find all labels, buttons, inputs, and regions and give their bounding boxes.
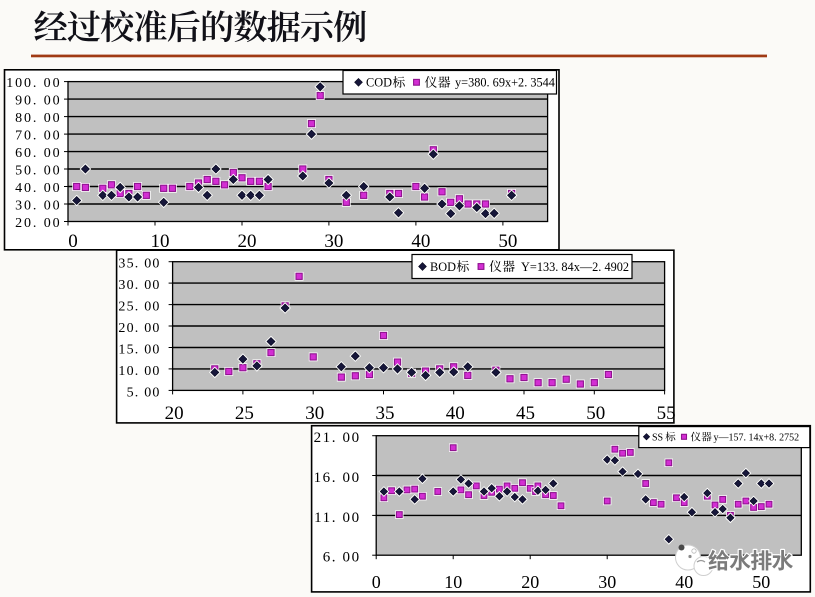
svg-text:BOD: BOD — [430, 260, 456, 274]
svg-text:y=380. 69x+2. 3544: y=380. 69x+2. 3544 — [455, 76, 555, 90]
svg-text:20: 20 — [165, 403, 184, 424]
svg-text:80. 00: 80. 00 — [15, 111, 61, 126]
svg-text:0: 0 — [68, 231, 78, 252]
svg-text:55: 55 — [657, 403, 676, 424]
svg-text:70. 00: 70. 00 — [15, 128, 61, 143]
svg-text:40. 00: 40. 00 — [15, 181, 61, 196]
svg-text:y—157. 14x+8. 2752: y—157. 14x+8. 2752 — [714, 432, 800, 443]
svg-text:50: 50 — [498, 231, 517, 252]
svg-text:20. 00: 20. 00 — [15, 216, 61, 231]
svg-text:20. 00: 20. 00 — [118, 321, 160, 336]
svg-text:20: 20 — [521, 572, 539, 592]
svg-text:SS: SS — [652, 432, 663, 443]
svg-text:50. 00: 50. 00 — [15, 163, 61, 178]
svg-text:15. 00: 15. 00 — [118, 343, 160, 358]
svg-text:100. 00: 100. 00 — [6, 76, 61, 91]
svg-text:30. 00: 30. 00 — [15, 198, 61, 213]
svg-text:11. 00: 11. 00 — [314, 510, 361, 526]
svg-text:COD: COD — [366, 76, 392, 90]
svg-text:30: 30 — [305, 403, 324, 424]
svg-text:16. 00: 16. 00 — [314, 470, 361, 486]
svg-text:35: 35 — [376, 403, 395, 424]
svg-text:6. 00: 6. 00 — [323, 550, 361, 566]
svg-text:45: 45 — [516, 403, 535, 424]
svg-text:50: 50 — [752, 572, 770, 592]
svg-text:10: 10 — [151, 231, 170, 252]
svg-text:40: 40 — [446, 403, 465, 424]
svg-text:60. 00: 60. 00 — [15, 146, 61, 161]
svg-text:40: 40 — [675, 572, 693, 592]
svg-text:90. 00: 90. 00 — [15, 93, 61, 108]
svg-text:35. 00: 35. 00 — [118, 257, 160, 272]
svg-text:30: 30 — [598, 572, 616, 592]
svg-text:40: 40 — [411, 231, 430, 252]
svg-text:10: 10 — [444, 572, 462, 592]
svg-text:25. 00: 25. 00 — [118, 300, 160, 315]
svg-text:50: 50 — [586, 403, 605, 424]
svg-text:21. 00: 21. 00 — [314, 430, 361, 446]
svg-text:30. 00: 30. 00 — [118, 278, 160, 293]
svg-text:25: 25 — [235, 403, 254, 424]
svg-text:Y=133. 84x—2. 4902: Y=133. 84x—2. 4902 — [521, 260, 629, 274]
svg-text:30: 30 — [324, 231, 343, 252]
svg-text:0: 0 — [372, 572, 381, 592]
svg-text:20: 20 — [238, 231, 257, 252]
svg-text:5. 00: 5. 00 — [127, 385, 161, 400]
svg-text:10. 00: 10. 00 — [118, 364, 160, 379]
